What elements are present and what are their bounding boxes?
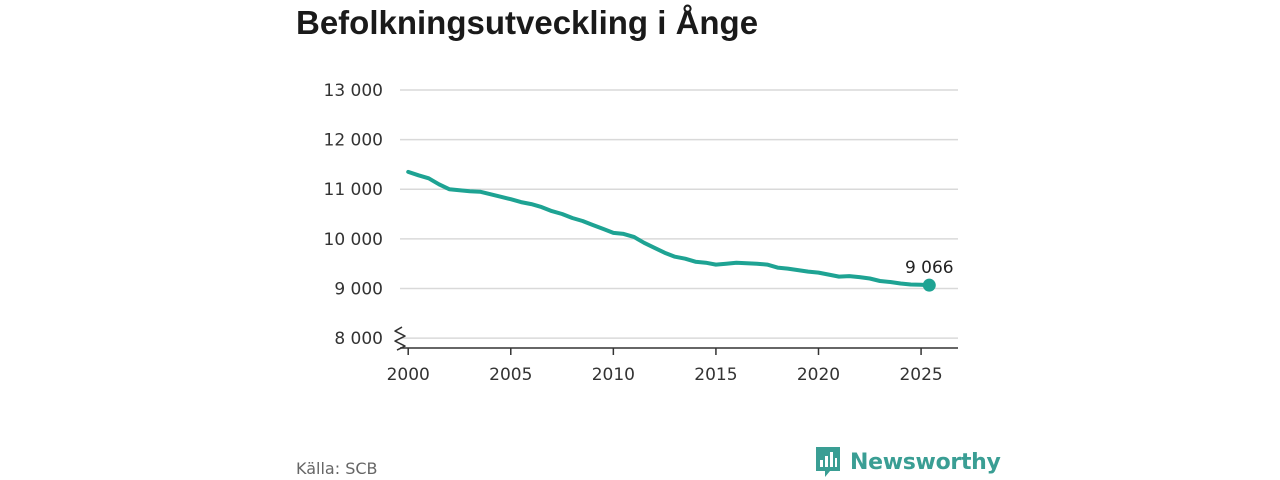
end-point-marker: [922, 278, 936, 292]
y-tick-label: 13 000: [324, 81, 383, 101]
grid-lines: [400, 89, 958, 339]
chart-title: Befolkningsutveckling i Ånge: [296, 4, 759, 41]
series-line: [406, 169, 932, 288]
brand-logo[interactable]: Newsworthy: [814, 445, 1001, 479]
x-tick-label: 2000: [387, 365, 430, 385]
end-value-label: 9 066: [905, 258, 954, 278]
y-tick-label: 9 000: [334, 279, 383, 299]
x-tick-label: 2010: [592, 365, 635, 385]
series: [406, 169, 936, 292]
x-tick-label: 2015: [694, 365, 737, 385]
y-tick-label: 12 000: [324, 131, 383, 151]
x-tick-label: 2005: [489, 365, 532, 385]
y-tick-label: 11 000: [324, 180, 383, 200]
axis-break-icon: [394, 326, 406, 351]
line-chart: 8 000 9 000 10 000 11 000 12 000 13 000 2000 20…: [324, 81, 958, 385]
axes: [394, 326, 958, 355]
labels: 8 000 9 000 10 000 11 000 12 000 13 000 2000 20…: [324, 81, 954, 385]
x-tick-label: 2025: [899, 365, 942, 385]
x-tick-label: 2020: [797, 365, 840, 385]
newsworthy-logo-icon: [816, 447, 840, 477]
y-tick-label: 8 000: [334, 329, 383, 349]
brand-name: Newsworthy: [850, 449, 1001, 475]
y-tick-label: 10 000: [324, 230, 383, 250]
source-note: Källa: SCB: [296, 459, 378, 478]
